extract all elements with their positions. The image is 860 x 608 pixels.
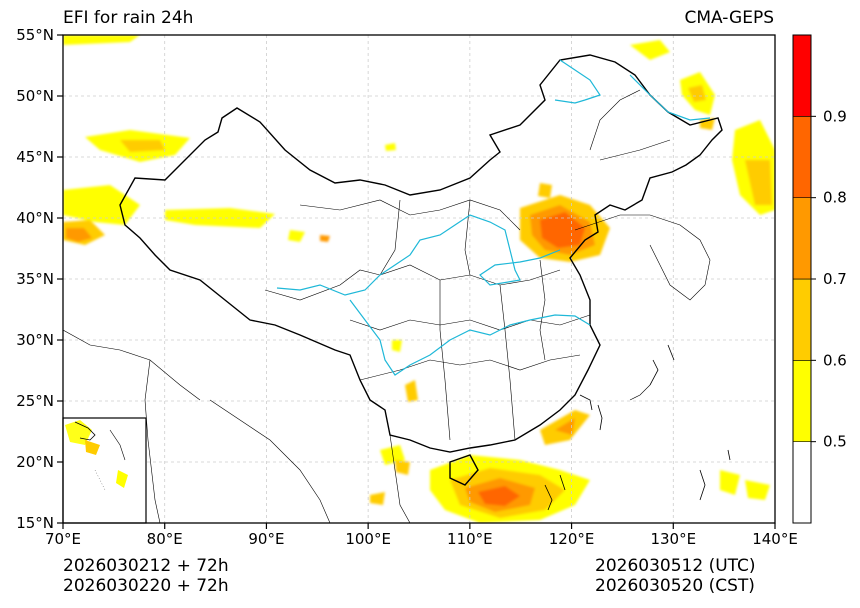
efi-area-west <box>63 185 140 225</box>
efi-shading <box>63 35 775 523</box>
chart-title: EFI for rain 24h <box>63 8 194 28</box>
colorbar-tick-label: 0.5 <box>823 433 847 451</box>
lat-tick-label: 40°N <box>16 209 54 227</box>
colorbar-segment <box>792 360 812 442</box>
lat-tick-label: 30°N <box>16 331 54 349</box>
graticule <box>63 35 775 523</box>
lon-tick-label: 110°E <box>447 530 493 548</box>
latitude-axis: 15°N 20°N 25°N 30°N 35°N 40°N 45°N 50°N 55°N <box>16 26 63 532</box>
init-time-block: 2026030212 + 72h 2026030220 + 72h <box>63 556 229 596</box>
colorbar: 0.5 0.6 0.7 0.8 0.9 <box>792 34 847 524</box>
colorbar-segment <box>792 34 812 117</box>
lon-tick-label: 130°E <box>650 530 696 548</box>
china-outline <box>119 54 723 486</box>
colorbar-tick-label: 0.9 <box>823 107 847 125</box>
lat-tick-label: 20°N <box>16 453 54 471</box>
lat-tick-label: 15°N <box>16 514 54 532</box>
colorbar-tick-label: 0.6 <box>823 351 847 369</box>
colorbar-segment <box>792 197 812 280</box>
init-time-cst: 2026030220 + 72h <box>63 576 229 596</box>
lon-tick-label: 90°E <box>248 530 284 548</box>
longitude-axis: 70°E 80°E 90°E 100°E 110°E 120°E 130°E 140°E <box>45 523 798 548</box>
lat-tick-label: 45°N <box>16 148 54 166</box>
valid-time-cst: 2026030520 (CST) <box>595 576 755 596</box>
lon-tick-label: 70°E <box>45 530 81 548</box>
model-name: CMA-GEPS <box>684 8 774 28</box>
rivers <box>276 59 711 376</box>
valid-time-utc: 2026030512 (UTC) <box>595 556 756 576</box>
valid-time-block: 2026030512 (UTC) 2026030520 (CST) <box>595 556 756 596</box>
init-time-utc: 2026030212 + 72h <box>63 556 229 576</box>
lat-tick-label: 55°N <box>16 26 54 44</box>
colorbar-tick-label: 0.8 <box>823 189 847 207</box>
colorbar-tick-label: 0.7 <box>823 270 847 288</box>
lat-tick-label: 35°N <box>16 270 54 288</box>
lon-tick-label: 120°E <box>549 530 595 548</box>
colorbar-segment <box>792 116 812 198</box>
lon-tick-label: 100°E <box>345 530 391 548</box>
lat-tick-label: 50°N <box>16 87 54 105</box>
colorbar-segment <box>792 278 812 361</box>
lon-tick-label: 80°E <box>147 530 183 548</box>
coastline-detail <box>544 344 731 511</box>
south-china-sea-inset <box>62 417 147 524</box>
lon-tick-label: 140°E <box>752 530 798 548</box>
colorbar-segment <box>792 441 812 524</box>
lat-tick-label: 25°N <box>16 392 54 410</box>
